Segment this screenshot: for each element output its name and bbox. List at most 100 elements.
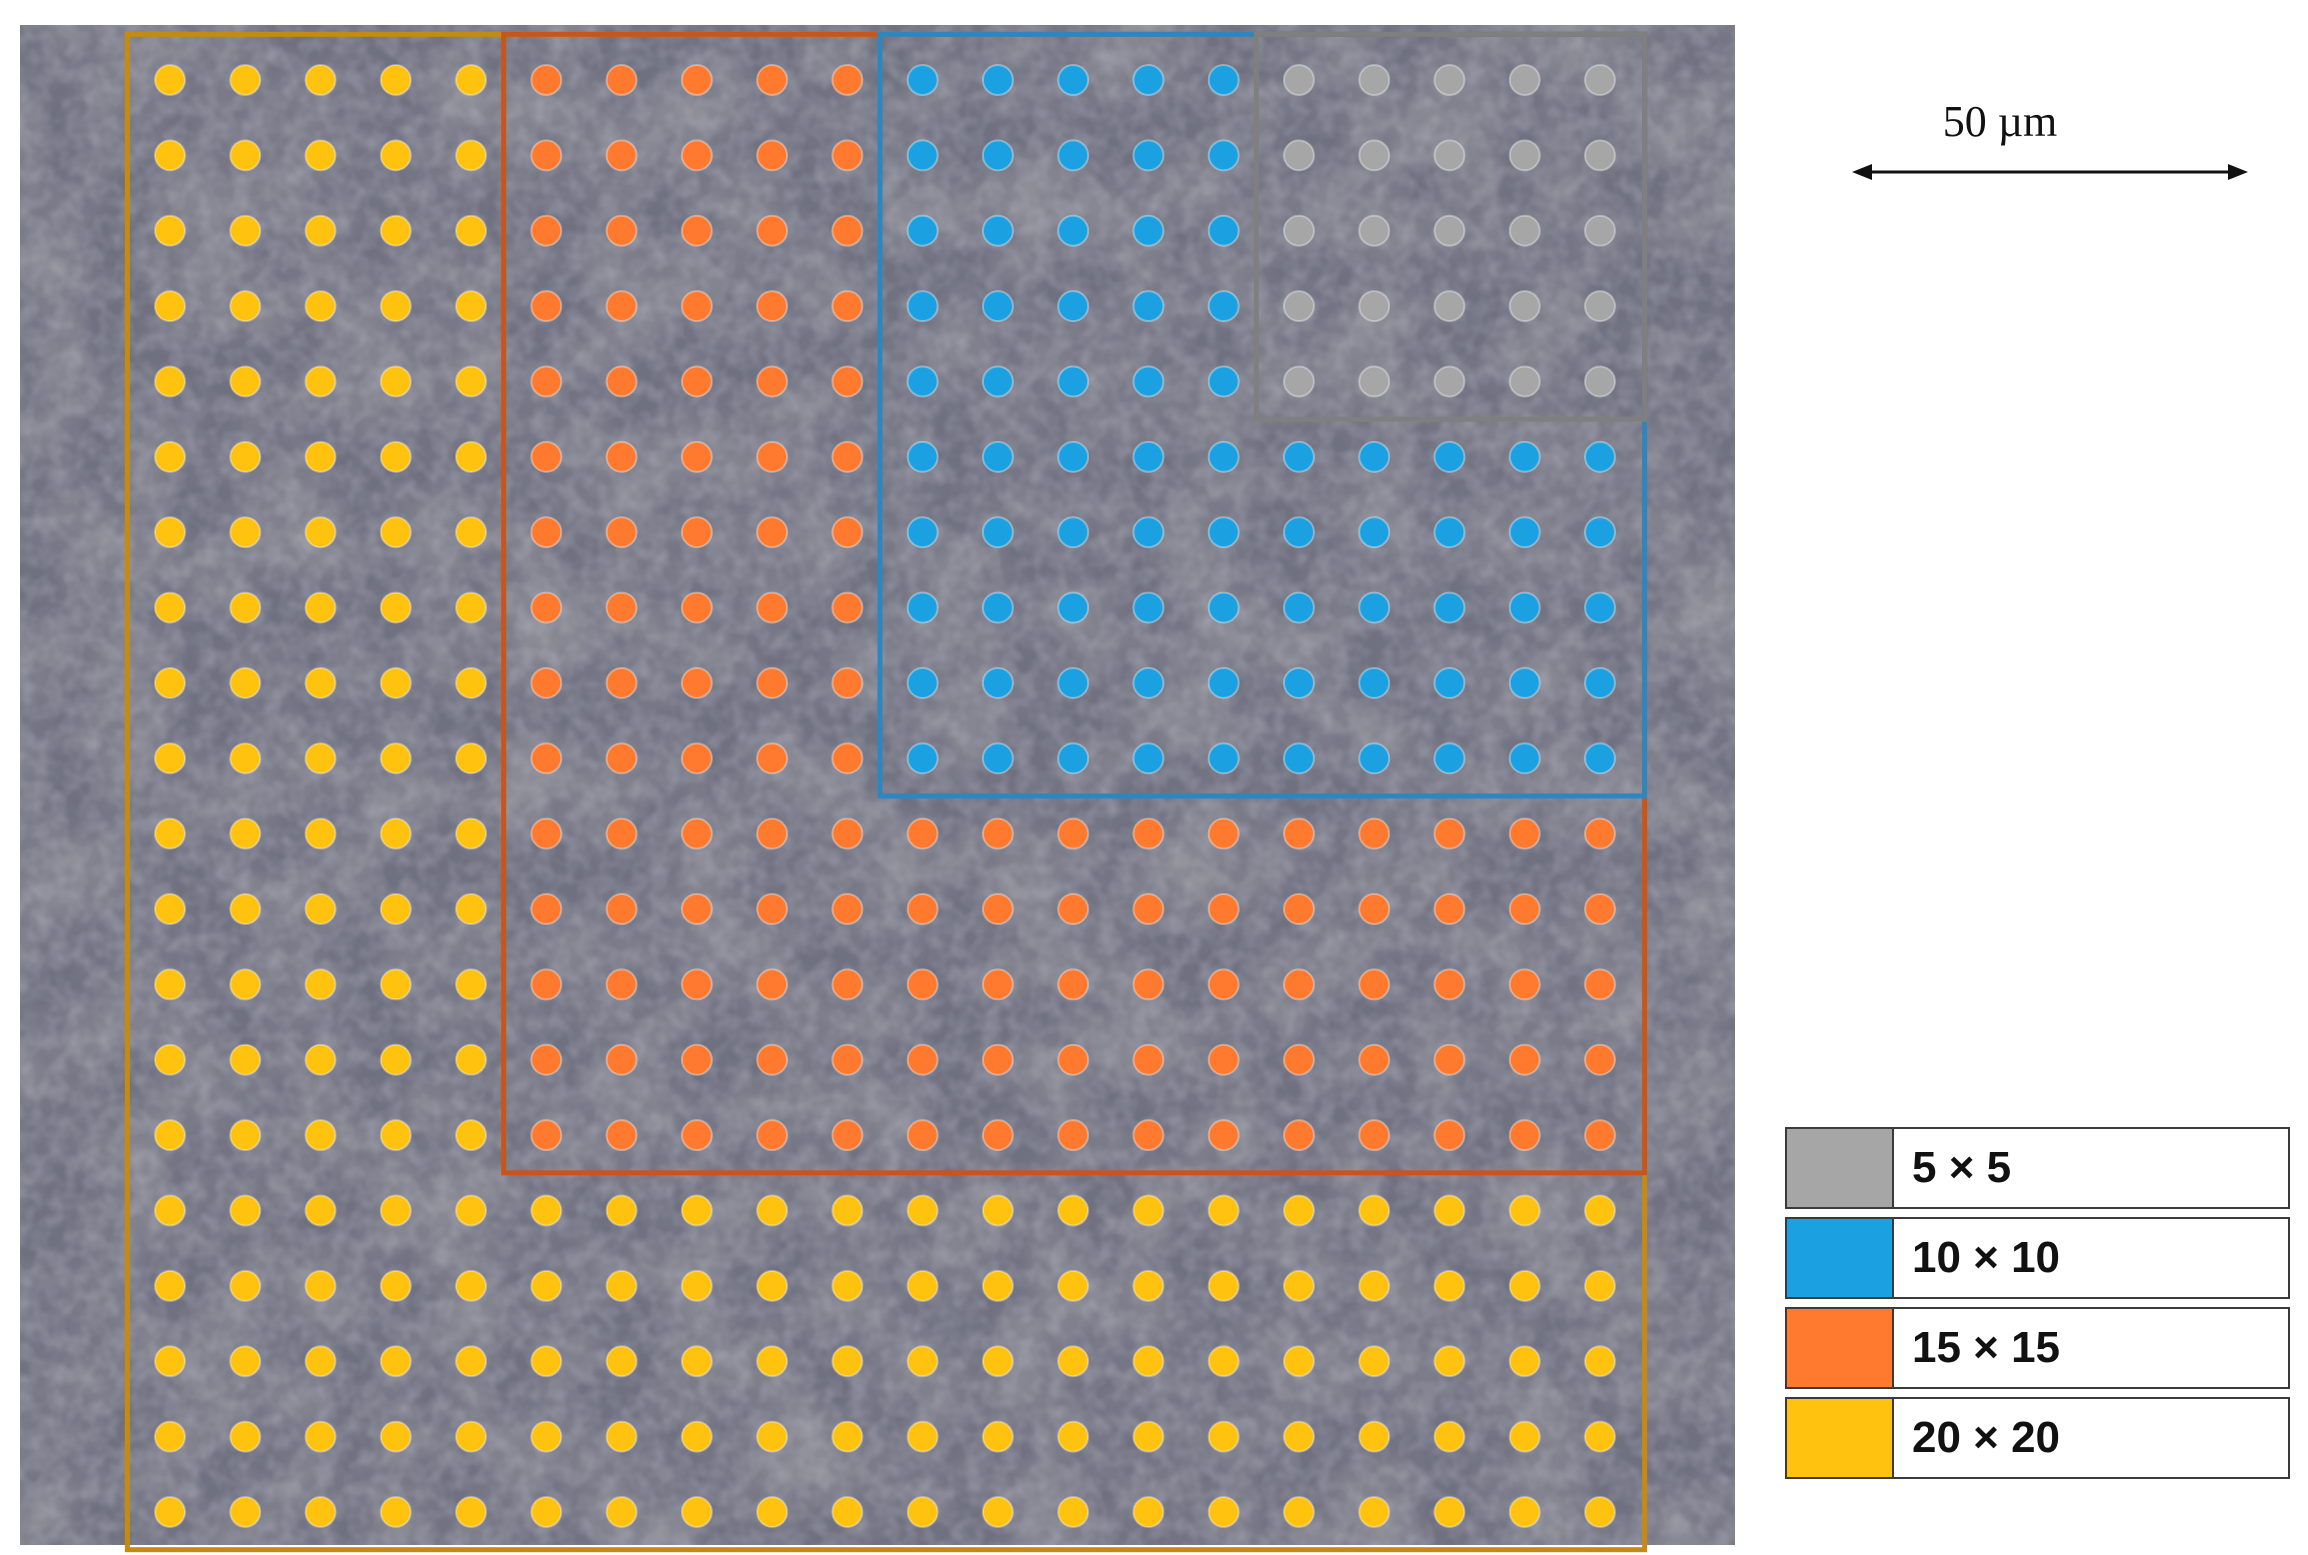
measurement-point-15x15 — [1282, 1043, 1315, 1076]
measurement-point-20x20 — [1508, 1496, 1541, 1528]
measurement-point-10x10 — [1132, 139, 1165, 172]
measurement-point-15x15 — [1282, 1119, 1315, 1152]
measurement-point-20x20 — [229, 139, 262, 172]
measurement-point-5x5 — [1282, 139, 1315, 172]
measurement-point-5x5 — [1584, 290, 1616, 323]
measurement-point-15x15 — [680, 64, 713, 96]
measurement-point-20x20 — [304, 440, 337, 473]
measurement-point-20x20 — [680, 1194, 713, 1227]
measurement-point-15x15 — [605, 440, 638, 473]
measurement-point-20x20 — [1282, 1269, 1315, 1302]
measurement-point-15x15 — [605, 968, 638, 1001]
measurement-point-10x10 — [1207, 290, 1240, 323]
measurement-point-20x20 — [154, 1194, 186, 1227]
measurement-point-20x20 — [530, 1345, 563, 1378]
measurement-point-20x20 — [229, 893, 262, 926]
grid-frame-5x5 — [1253, 31, 1648, 422]
measurement-point-10x10 — [1433, 666, 1466, 699]
measurement-point-15x15 — [1508, 968, 1541, 1001]
measurement-point-15x15 — [605, 64, 638, 96]
measurement-point-15x15 — [906, 1043, 939, 1076]
measurement-point-10x10 — [1584, 742, 1616, 775]
measurement-point-10x10 — [1057, 516, 1090, 549]
measurement-point-10x10 — [1057, 742, 1090, 775]
measurement-point-10x10 — [1057, 666, 1090, 699]
measurement-point-15x15 — [605, 591, 638, 624]
measurement-point-15x15 — [605, 365, 638, 398]
measurement-point-15x15 — [680, 1119, 713, 1152]
measurement-point-20x20 — [229, 214, 262, 247]
measurement-point-15x15 — [1057, 1119, 1090, 1152]
measurement-point-10x10 — [1584, 516, 1616, 549]
measurement-point-15x15 — [981, 1119, 1014, 1152]
measurement-point-10x10 — [1132, 64, 1165, 96]
measurement-point-5x5 — [1584, 365, 1616, 398]
measurement-point-20x20 — [1207, 1345, 1240, 1378]
measurement-point-20x20 — [229, 1420, 262, 1453]
measurement-point-15x15 — [831, 1043, 864, 1076]
measurement-point-20x20 — [1433, 1345, 1466, 1378]
measurement-point-10x10 — [906, 64, 939, 96]
measurement-point-15x15 — [831, 214, 864, 247]
measurement-point-5x5 — [1358, 64, 1391, 96]
legend-item-20x20: 20 × 20 — [1785, 1397, 2290, 1479]
measurement-point-5x5 — [1358, 290, 1391, 323]
measurement-point-5x5 — [1508, 365, 1541, 398]
measurement-point-10x10 — [1358, 666, 1391, 699]
measurement-point-10x10 — [1282, 440, 1315, 473]
legend-item-10x10: 10 × 10 — [1785, 1217, 2290, 1299]
measurement-point-15x15 — [680, 516, 713, 549]
measurement-point-10x10 — [981, 214, 1014, 247]
measurement-point-20x20 — [455, 591, 488, 624]
measurement-point-10x10 — [981, 290, 1014, 323]
measurement-point-20x20 — [530, 1420, 563, 1453]
measurement-point-20x20 — [304, 64, 337, 96]
measurement-point-20x20 — [1508, 1420, 1541, 1453]
measurement-point-15x15 — [1057, 817, 1090, 850]
measurement-point-20x20 — [304, 1420, 337, 1453]
measurement-point-15x15 — [680, 968, 713, 1001]
measurement-point-20x20 — [304, 1119, 337, 1152]
measurement-point-20x20 — [154, 1345, 186, 1378]
measurement-point-20x20 — [1584, 1194, 1616, 1227]
measurement-point-5x5 — [1358, 139, 1391, 172]
measurement-point-15x15 — [530, 516, 563, 549]
measurement-point-5x5 — [1282, 290, 1315, 323]
measurement-point-20x20 — [229, 1043, 262, 1076]
measurement-point-20x20 — [680, 1345, 713, 1378]
grid-points — [154, 64, 1616, 1528]
scale-bar-label: 50 µm — [1942, 97, 2058, 146]
legend-label-5x5: 5 × 5 — [1912, 1143, 2012, 1192]
measurement-point-20x20 — [1584, 1496, 1616, 1528]
measurement-point-15x15 — [1282, 893, 1315, 926]
measurement-point-10x10 — [1207, 516, 1240, 549]
measurement-point-15x15 — [1132, 1043, 1165, 1076]
measurement-point-20x20 — [605, 1420, 638, 1453]
measurement-point-10x10 — [1207, 591, 1240, 624]
measurement-point-15x15 — [1508, 1043, 1541, 1076]
measurement-point-15x15 — [605, 290, 638, 323]
measurement-point-20x20 — [154, 139, 186, 172]
measurement-point-20x20 — [304, 1345, 337, 1378]
measurement-point-15x15 — [831, 591, 864, 624]
measurement-point-15x15 — [1433, 817, 1466, 850]
legend-swatch-20x20 — [1787, 1399, 1894, 1477]
measurement-point-20x20 — [455, 139, 488, 172]
measurement-point-20x20 — [530, 1269, 563, 1302]
measurement-point-15x15 — [605, 516, 638, 549]
measurement-point-20x20 — [229, 666, 262, 699]
measurement-point-20x20 — [455, 1345, 488, 1378]
measurement-point-15x15 — [1132, 817, 1165, 850]
measurement-point-15x15 — [605, 742, 638, 775]
measurement-point-15x15 — [1057, 968, 1090, 1001]
measurement-point-15x15 — [756, 666, 789, 699]
measurement-point-15x15 — [1057, 1043, 1090, 1076]
measurement-point-15x15 — [1584, 817, 1616, 850]
measurement-point-10x10 — [1057, 64, 1090, 96]
measurement-point-15x15 — [831, 64, 864, 96]
measurement-point-20x20 — [906, 1420, 939, 1453]
measurement-point-15x15 — [756, 365, 789, 398]
measurement-point-15x15 — [1358, 1119, 1391, 1152]
measurement-point-5x5 — [1433, 64, 1466, 96]
measurement-point-20x20 — [981, 1496, 1014, 1528]
